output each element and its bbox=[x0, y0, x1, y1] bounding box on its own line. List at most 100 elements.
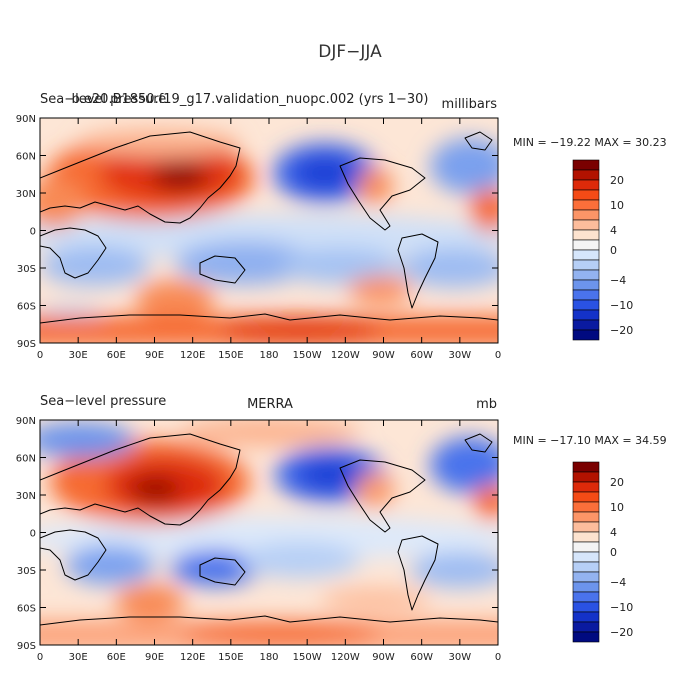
y-tick-label: 60N bbox=[16, 454, 36, 465]
pressure-field bbox=[40, 420, 498, 645]
colorbar-swatch bbox=[572, 461, 600, 473]
colorbar-swatch bbox=[572, 289, 600, 301]
x-tick-label: 90E bbox=[145, 350, 164, 361]
colorbar-label: 10 bbox=[610, 501, 624, 514]
x-tick-label: 180 bbox=[259, 652, 278, 663]
colorbar-swatch bbox=[572, 259, 600, 271]
colorbar-label: −4 bbox=[610, 576, 626, 589]
y-tick-label: 90N bbox=[16, 416, 36, 427]
colorbar-swatch bbox=[572, 159, 600, 171]
y-tick-label: 0 bbox=[30, 227, 36, 238]
y-tick-label: 0 bbox=[30, 529, 36, 540]
x-tick-label: 0 bbox=[37, 350, 43, 361]
colorbar-swatch bbox=[572, 591, 600, 603]
x-tick-label: 30W bbox=[449, 350, 472, 361]
x-tick-label: 120E bbox=[180, 350, 205, 361]
map-plot bbox=[40, 420, 498, 645]
y-tick-label: 60S bbox=[17, 302, 36, 313]
y-tick-label: 30N bbox=[16, 189, 36, 200]
y-tick-label: 90S bbox=[17, 339, 36, 350]
x-tick-label: 0 bbox=[495, 350, 501, 361]
y-tick-label: 30S bbox=[17, 264, 36, 275]
colorbar-swatch bbox=[572, 299, 600, 311]
x-tick-label: 60W bbox=[410, 350, 433, 361]
colorbar-label: 0 bbox=[610, 244, 617, 257]
colorbar-label: 4 bbox=[610, 526, 617, 539]
panel-left-label: Sea−level pressure bbox=[40, 394, 166, 409]
y-tick-label: 60N bbox=[16, 152, 36, 163]
colorbar-swatch bbox=[572, 541, 600, 553]
panel-center-label: b.e20.B1850.f19_g17.validation_nuopc.002… bbox=[72, 92, 429, 107]
x-tick-label: 60E bbox=[107, 350, 126, 361]
x-tick-label: 120E bbox=[180, 652, 205, 663]
colorbar-swatch bbox=[572, 279, 600, 291]
colorbar-label: 4 bbox=[610, 224, 617, 237]
y-tick-label: 30S bbox=[17, 566, 36, 577]
colorbar-swatch bbox=[572, 521, 600, 533]
x-tick-label: 90W bbox=[372, 652, 395, 663]
colorbar-swatch bbox=[572, 309, 600, 321]
colorbar-swatch bbox=[572, 481, 600, 493]
y-tick-label: 90N bbox=[16, 114, 36, 125]
continent-outlines bbox=[40, 131, 498, 324]
x-tick-label: 0 bbox=[37, 652, 43, 663]
colorbar-swatch bbox=[572, 269, 600, 281]
colorbar-label: −20 bbox=[610, 324, 633, 337]
x-tick-label: 150W bbox=[293, 350, 322, 361]
colorbar-swatch bbox=[572, 511, 600, 523]
colorbar-swatch bbox=[572, 631, 600, 643]
colorbar-swatch bbox=[572, 601, 600, 613]
colorbar-swatch bbox=[572, 471, 600, 483]
colorbar-label: 20 bbox=[610, 174, 624, 187]
colorbar-swatch bbox=[572, 621, 600, 633]
colorbar-swatch bbox=[572, 551, 600, 563]
x-tick-label: 30W bbox=[449, 652, 472, 663]
x-tick-label: 60E bbox=[107, 652, 126, 663]
colorbar-swatch bbox=[572, 329, 600, 341]
pressure-field bbox=[40, 118, 498, 343]
panel-left-label: Sea−level pressure bbox=[40, 92, 166, 107]
x-tick-label: 60W bbox=[410, 652, 433, 663]
x-tick-label: 0 bbox=[495, 652, 501, 663]
colorbar-label: −4 bbox=[610, 274, 626, 287]
colorbar-swatch bbox=[572, 581, 600, 593]
panel-stats: MIN = −19.22 MAX = 30.23 bbox=[513, 136, 667, 149]
colorbar-swatch bbox=[572, 561, 600, 573]
colorbar-swatch bbox=[572, 179, 600, 191]
panel-center-label: MERRA bbox=[247, 397, 293, 412]
colorbar-swatch bbox=[572, 189, 600, 201]
colorbar-swatch bbox=[572, 199, 600, 211]
x-tick-label: 30E bbox=[69, 652, 88, 663]
continent-outlines bbox=[40, 433, 498, 626]
colorbar-swatch bbox=[572, 531, 600, 543]
y-tick-label: 30N bbox=[16, 491, 36, 502]
x-tick-label: 150E bbox=[218, 652, 243, 663]
panel-units: millibars bbox=[442, 97, 498, 112]
colorbar-swatch bbox=[572, 611, 600, 623]
colorbar-swatch bbox=[572, 249, 600, 261]
x-tick-label: 90E bbox=[145, 652, 164, 663]
panel-stats: MIN = −17.10 MAX = 34.59 bbox=[513, 434, 667, 447]
x-tick-label: 180 bbox=[259, 350, 278, 361]
colorbar-swatch bbox=[572, 239, 600, 251]
colorbar-swatch bbox=[572, 219, 600, 231]
x-tick-label: 90W bbox=[372, 350, 395, 361]
colorbar-label: 0 bbox=[610, 546, 617, 559]
panel-bottom: Sea−level pressure MERRA mb MIN = −17.10… bbox=[16, 394, 667, 663]
colorbar-label: −10 bbox=[610, 299, 633, 312]
colorbar-label: −10 bbox=[610, 601, 633, 614]
colorbar-swatch bbox=[572, 491, 600, 503]
colorbar-swatch bbox=[572, 319, 600, 331]
y-tick-label: 90S bbox=[17, 641, 36, 652]
colorbar-swatch bbox=[572, 229, 600, 241]
x-tick-label: 120W bbox=[331, 350, 360, 361]
colorbar-label: 20 bbox=[610, 476, 624, 489]
colorbar-swatch bbox=[572, 571, 600, 583]
map-plot bbox=[40, 118, 498, 343]
x-tick-label: 30E bbox=[69, 350, 88, 361]
x-tick-label: 120W bbox=[331, 652, 360, 663]
x-tick-label: 150W bbox=[293, 652, 322, 663]
panel-units: mb bbox=[476, 397, 497, 412]
colorbar-label: −20 bbox=[610, 626, 633, 639]
